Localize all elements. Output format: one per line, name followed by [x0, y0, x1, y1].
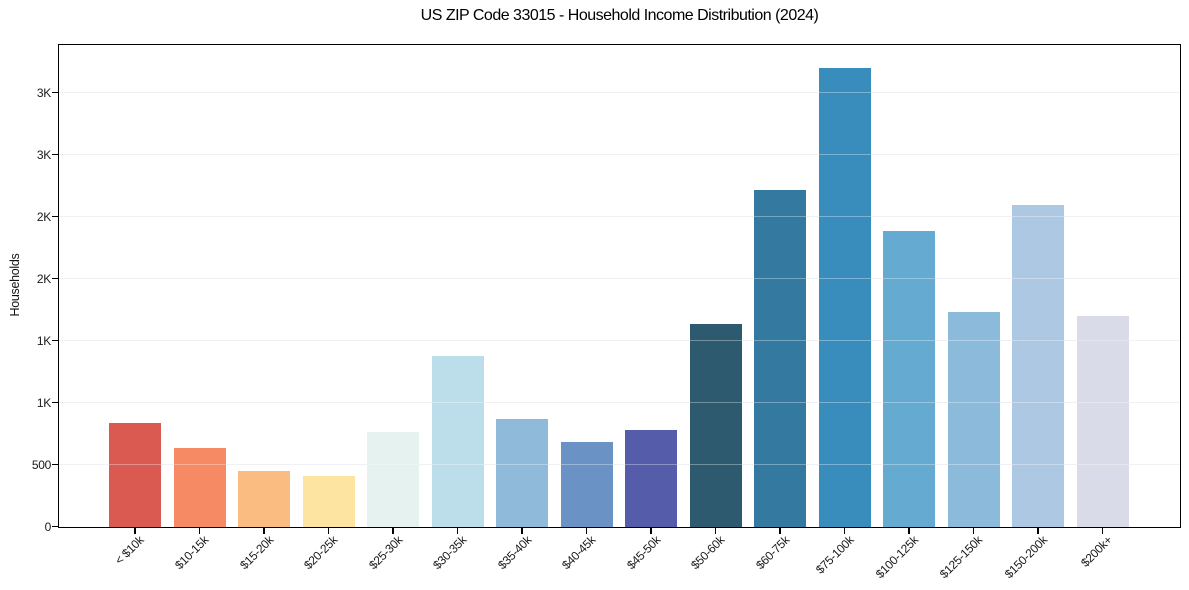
- x-tick-label-4: $20-25k: [301, 533, 341, 573]
- x-tick-mark: [585, 528, 588, 534]
- y-tick-mark: [52, 339, 58, 342]
- x-tick-label-11: $60-75k: [752, 533, 792, 573]
- x-tick-label-16: $200k+: [1077, 533, 1115, 570]
- x-tick-label-5: $25-30k: [365, 533, 405, 573]
- bar-4: [302, 475, 355, 527]
- gridline: [59, 277, 1180, 279]
- gridline-overlay: [59, 277, 1180, 279]
- gridline-overlay: [59, 215, 1180, 217]
- bar-6: [431, 356, 484, 527]
- bar-11: [754, 189, 806, 527]
- bar-16: [1076, 316, 1129, 527]
- bar-13: [883, 231, 935, 527]
- x-tick-label-7: $35-40k: [494, 533, 534, 573]
- x-tick-mark: [972, 528, 975, 534]
- y-tick-mark: [52, 91, 58, 94]
- y-tick-label-5: 2K: [36, 209, 51, 224]
- y-tick-label-6: 3K: [36, 147, 51, 162]
- x-tick-label-13: $100-125k: [872, 533, 921, 582]
- gridline: [59, 153, 1180, 155]
- bar-8: [560, 442, 613, 527]
- chart-title: US ZIP Code 33015 - Household Income Dis…: [420, 7, 819, 24]
- gridline: [59, 215, 1180, 217]
- x-tick-mark: [327, 528, 330, 534]
- gridlines-layer: [59, 46, 1180, 527]
- x-tick-label-1: < $10k: [112, 533, 147, 568]
- y-tick-label-0: 0: [44, 519, 52, 534]
- bar-12: [818, 68, 871, 527]
- gridline-overlay: [59, 401, 1180, 403]
- bar-1: [109, 423, 161, 527]
- x-tick-label-14: $125-150k: [937, 533, 986, 582]
- bar-2: [173, 448, 226, 527]
- x-tick-label-10: $50-60k: [688, 533, 728, 573]
- gridline: [59, 463, 1180, 465]
- x-tick-mark: [392, 528, 394, 534]
- gridline: [59, 339, 1180, 341]
- y-tick-label-7: 3K: [36, 85, 51, 100]
- x-tick-mark: [1101, 528, 1104, 534]
- y-tick-label-3: 1K: [36, 333, 51, 348]
- x-tick-mark: [650, 528, 652, 534]
- y-tick-label-1: 500: [31, 457, 51, 472]
- x-tick-label-3: $15-20k: [236, 533, 276, 573]
- gridline: [59, 91, 1180, 93]
- x-tick-label-8: $40-45k: [559, 533, 599, 573]
- x-tick-mark: [263, 528, 265, 534]
- bars-layer: [59, 46, 1180, 527]
- bar-15: [1012, 205, 1064, 527]
- y-tick-mark: [52, 401, 58, 404]
- gridline-overlay: [59, 91, 1180, 93]
- x-tick-label-2: $10-15k: [172, 533, 212, 573]
- gridline-overlay: [59, 339, 1180, 341]
- x-tick-mark: [1037, 528, 1039, 534]
- x-tick-label-9: $45-50k: [623, 533, 663, 573]
- bar-10: [689, 324, 742, 527]
- x-tick-label-12: $75-100k: [812, 533, 857, 577]
- y-tick-label-2: 1K: [36, 395, 51, 410]
- gridline-overlay: [59, 463, 1180, 465]
- bar-14: [947, 312, 1000, 527]
- x-tick-label-6: $30-35k: [430, 533, 470, 573]
- y-tick-mark: [52, 215, 58, 218]
- plot-area: [59, 46, 1180, 527]
- gridline-overlay-layer: [59, 46, 1180, 527]
- y-tick-mark: [52, 463, 58, 466]
- y-tick-mark: [52, 277, 58, 280]
- x-tick-mark: [714, 528, 717, 534]
- bar-7: [496, 419, 548, 527]
- x-tick-mark: [456, 528, 459, 534]
- y-tick-label-4: 2K: [36, 271, 51, 286]
- bar-5: [367, 432, 419, 527]
- x-tick-mark: [134, 528, 136, 534]
- x-tick-mark: [198, 528, 201, 534]
- y-tick-mark: [52, 525, 58, 528]
- x-tick-mark: [908, 528, 910, 534]
- gridline-overlay: [59, 153, 1180, 155]
- x-tick-label-15: $150-200k: [1001, 533, 1050, 582]
- x-tick-mark: [521, 528, 523, 534]
- y-tick-mark: [52, 153, 58, 156]
- x-tick-mark: [843, 528, 846, 534]
- x-tick-mark: [779, 528, 781, 534]
- bar-3: [238, 471, 290, 527]
- bar-9: [625, 430, 677, 527]
- gridline: [59, 401, 1180, 403]
